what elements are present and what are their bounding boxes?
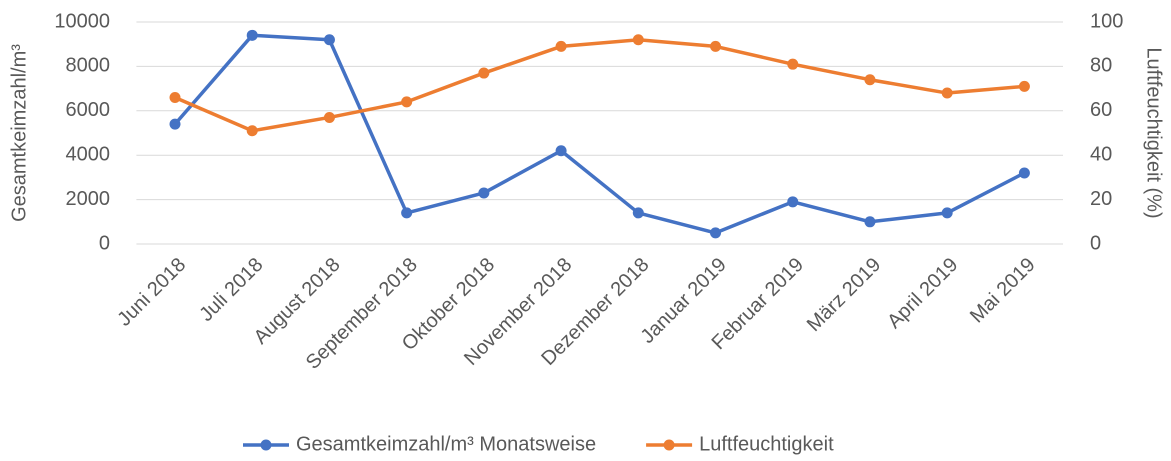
y-tick-label: 2000 <box>66 188 111 210</box>
y2-tick-label: 80 <box>1090 55 1112 77</box>
legend-marker <box>260 439 272 451</box>
series-line <box>174 38 1025 133</box>
series-marker <box>478 187 490 199</box>
x-tick-label: März 2019 <box>803 254 885 336</box>
series-marker <box>401 96 413 108</box>
series-marker <box>323 34 335 46</box>
series-marker <box>632 207 644 219</box>
series-marker <box>941 207 953 219</box>
y2-tick-label: 0 <box>1090 232 1101 254</box>
y-tick-label: 8000 <box>66 55 111 77</box>
y2-tick-label: 60 <box>1090 99 1112 121</box>
series-marker <box>941 87 953 99</box>
series-marker <box>401 207 413 219</box>
series-marker <box>710 40 722 52</box>
series-marker <box>555 40 567 52</box>
series-marker <box>323 111 335 123</box>
series-marker <box>169 118 181 130</box>
series-marker <box>864 216 876 228</box>
y-axis-title: Gesamtkeimzahl/m³ <box>8 44 30 222</box>
y-tick-label: 10000 <box>54 10 110 32</box>
x-tick-label: April 2019 <box>883 254 962 333</box>
series-marker <box>246 29 258 41</box>
x-tick-label: Mai 2019 <box>966 254 1040 328</box>
series-marker <box>787 58 799 70</box>
y-tick-label: 4000 <box>66 143 111 165</box>
y2-tick-label: 100 <box>1090 10 1123 32</box>
y-tick-label: 0 <box>99 232 110 254</box>
legend-label: Luftfeuchtigkeit <box>699 433 834 455</box>
series-marker <box>478 67 490 79</box>
series-marker <box>864 74 876 86</box>
series-marker <box>1018 167 1030 179</box>
legend-label: Gesamtkeimzahl/m³ Monatsweise <box>296 433 596 455</box>
series-marker <box>246 125 258 137</box>
series-marker <box>710 227 722 239</box>
x-tick-label: Juli 2018 <box>195 254 267 326</box>
series-marker <box>169 91 181 103</box>
series-marker <box>632 34 644 46</box>
series-marker <box>1018 80 1030 92</box>
y2-tick-label: 40 <box>1090 143 1112 165</box>
series-marker <box>555 145 567 157</box>
y2-axis-title: Luftfeuchtigkeit (%) <box>1143 47 1165 218</box>
y-tick-label: 6000 <box>66 99 111 121</box>
y2-tick-label: 20 <box>1090 188 1112 210</box>
series-marker <box>787 196 799 208</box>
x-tick-label: Juni 2018 <box>113 254 190 331</box>
series-line <box>173 33 1026 235</box>
legend-marker <box>663 439 675 451</box>
